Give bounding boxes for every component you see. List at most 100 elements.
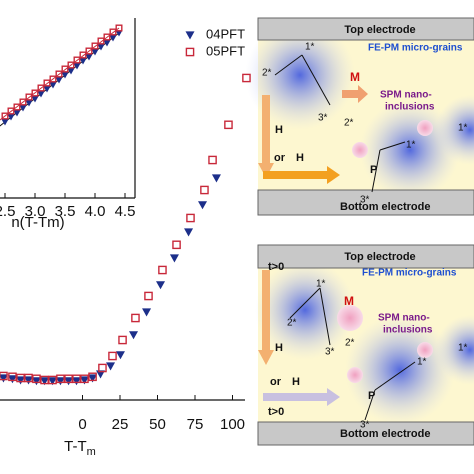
x-tick-label: 75 <box>187 416 204 433</box>
label: inclusions <box>383 325 433 336</box>
point <box>103 40 111 47</box>
point <box>156 281 165 290</box>
diagram-panel: Top electrode FE-PM micro-grains t>0 1* … <box>255 244 474 446</box>
point <box>40 377 50 386</box>
point <box>103 33 111 41</box>
x-axis-label-sub: m <box>87 446 96 458</box>
point <box>72 374 81 384</box>
point <box>108 351 117 361</box>
point <box>200 185 209 195</box>
point <box>25 93 33 101</box>
point <box>13 103 21 111</box>
label: 2* <box>345 338 355 349</box>
x-tick-label: 100 <box>220 416 245 433</box>
point <box>55 377 65 386</box>
point <box>91 42 99 50</box>
point <box>142 308 152 317</box>
point <box>79 58 87 65</box>
point <box>85 47 93 55</box>
point <box>224 120 233 130</box>
point <box>61 65 69 73</box>
label: 2* <box>287 318 297 329</box>
label: 1* <box>406 140 416 151</box>
point <box>88 374 98 383</box>
point <box>56 374 65 384</box>
label: H <box>275 342 283 354</box>
point <box>48 375 57 385</box>
point <box>88 372 97 382</box>
point <box>109 28 117 36</box>
point <box>109 35 117 42</box>
point <box>115 351 125 360</box>
label: SPM nano- <box>380 90 432 101</box>
label: 3* <box>318 113 328 124</box>
point <box>8 372 17 382</box>
label: 3* <box>325 347 335 358</box>
point <box>158 265 167 275</box>
point <box>31 89 39 97</box>
x-axis-label-text: n(T-Tm) <box>11 214 64 231</box>
legend-marker <box>185 47 195 57</box>
x-tick-label: 25 <box>112 416 129 433</box>
label: 2* <box>262 68 272 79</box>
label: inclusions <box>385 102 435 113</box>
point <box>73 56 81 64</box>
point <box>7 107 15 115</box>
point <box>61 72 69 79</box>
point <box>64 377 74 386</box>
point <box>67 68 75 75</box>
point <box>85 54 93 61</box>
point <box>72 377 81 386</box>
point <box>48 377 57 386</box>
point <box>31 96 39 103</box>
point <box>7 114 15 121</box>
point <box>118 335 127 345</box>
x-tick-label: 2.5 <box>0 203 15 220</box>
x-tick-label: 4.0 <box>85 203 106 220</box>
point <box>40 375 49 385</box>
x-tick-label: 3.5 <box>55 203 76 220</box>
x-axis-label: n(T-Tm) <box>11 214 64 231</box>
point <box>55 70 63 78</box>
label: FE-PM micro-grains <box>368 43 463 54</box>
point <box>67 61 75 69</box>
x-tick-label: 50 <box>149 416 166 433</box>
point <box>129 331 138 340</box>
point <box>7 375 17 384</box>
point <box>186 213 195 223</box>
point <box>211 174 221 183</box>
point <box>169 254 179 263</box>
point <box>73 63 81 70</box>
point <box>79 376 89 385</box>
point <box>19 98 27 106</box>
label: or <box>270 376 282 388</box>
point <box>1 112 9 120</box>
point <box>24 376 33 385</box>
label: 2* <box>344 118 354 129</box>
legend-marker <box>185 31 195 40</box>
x-tick-label: 4.5 <box>115 203 136 220</box>
point <box>0 374 8 383</box>
label: 1* <box>417 357 427 368</box>
label: Top electrode <box>344 24 415 36</box>
label: Bottom electrode <box>340 428 430 440</box>
diagram-panel: Top electrode FE-PM micro-grains 1* 2* 3… <box>245 17 474 216</box>
point <box>144 291 153 301</box>
point <box>115 24 123 32</box>
label: t>0 <box>268 406 284 418</box>
label: 3* <box>360 420 370 431</box>
fit-line <box>0 27 120 121</box>
point <box>115 30 123 37</box>
label: 1* <box>458 123 468 134</box>
label: t>0 <box>268 261 284 273</box>
label: FE-PM micro-grains <box>362 268 457 279</box>
label: M <box>344 294 354 308</box>
label: M <box>350 70 360 84</box>
point <box>49 82 57 89</box>
x-tick-label: 0 <box>78 416 86 433</box>
point <box>97 44 105 51</box>
label: H <box>275 124 283 136</box>
point <box>37 91 45 98</box>
label: SPM nano- <box>378 313 430 324</box>
